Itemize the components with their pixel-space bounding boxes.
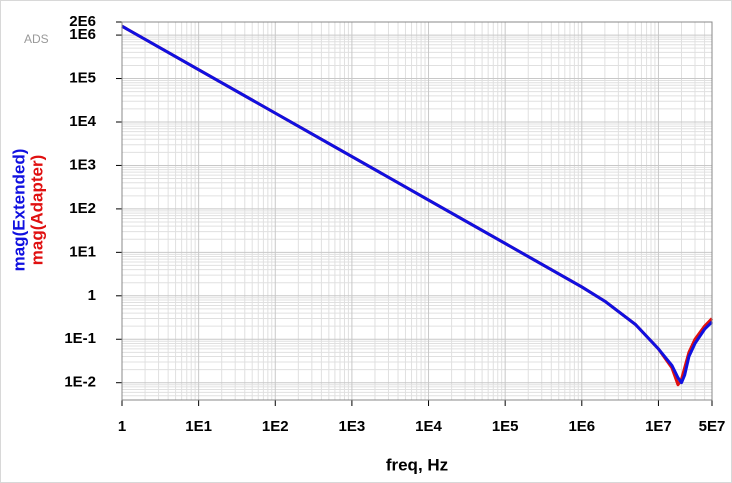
y-tick-label: 1E2: [69, 200, 96, 217]
series-line: [121, 24, 714, 385]
y-tick-label: 1E5: [69, 70, 96, 87]
x-axis-label: freq, Hz: [386, 455, 448, 474]
x-tick-label: 1E1: [185, 418, 212, 435]
legend-label: mag(Extended): [9, 149, 28, 272]
watermark: ADS: [24, 32, 49, 46]
y-tick-label: 1E6: [69, 26, 96, 43]
x-tick-label: 1E2: [262, 418, 289, 435]
lines: [121, 24, 714, 387]
x-tick-label: 5E7: [699, 418, 726, 435]
y-tick-label: 1E3: [69, 156, 96, 173]
plot-border: [121, 21, 713, 401]
y-tick-label: 1: [88, 287, 96, 304]
y-tick-label: 1E4: [69, 113, 96, 130]
x-tick-label: 1: [118, 418, 126, 435]
y-tick-label: 2E6: [69, 13, 96, 30]
x-tick-label: 1E6: [568, 418, 595, 435]
legend-label: mag(Adapter): [27, 155, 46, 266]
y-tick-label: 1E-1: [64, 330, 96, 347]
y-tick-label: 1E1: [69, 243, 96, 260]
x-tick-label: 1E3: [339, 418, 366, 435]
y-tick-label: 1E-2: [64, 374, 96, 391]
x-tick-label: 1E7: [645, 418, 672, 435]
x-tick-label: 1E5: [492, 418, 519, 435]
x-tick-label: 1E4: [415, 418, 442, 435]
